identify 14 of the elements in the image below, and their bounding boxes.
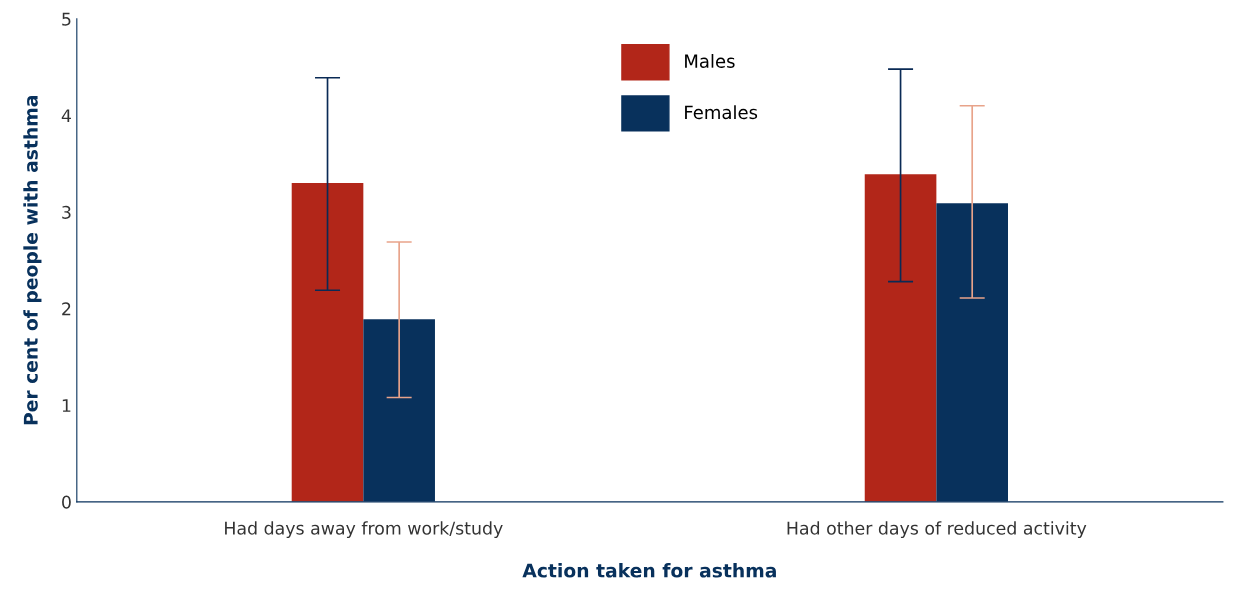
legend-label: Males bbox=[685, 53, 735, 68]
bar bbox=[864, 174, 937, 502]
x-tick-label: Had days away from work/study bbox=[225, 521, 503, 539]
y-tick-label: 0 bbox=[62, 495, 71, 509]
x-axis-title: Action taken for asthma bbox=[522, 563, 776, 578]
y-tick-label: 3 bbox=[62, 205, 71, 219]
x-tick-label: Had other days of reduced activity bbox=[787, 521, 1087, 539]
y-axis-title: Per cent of people with asthma bbox=[23, 96, 42, 425]
bar bbox=[291, 183, 364, 502]
y-tick-label: 4 bbox=[61, 109, 71, 123]
y-tick-label: 2 bbox=[62, 302, 71, 316]
y-tick-label: 1 bbox=[62, 399, 71, 412]
y-tick-label: 5 bbox=[62, 12, 71, 26]
legend-label: Females bbox=[685, 105, 758, 120]
